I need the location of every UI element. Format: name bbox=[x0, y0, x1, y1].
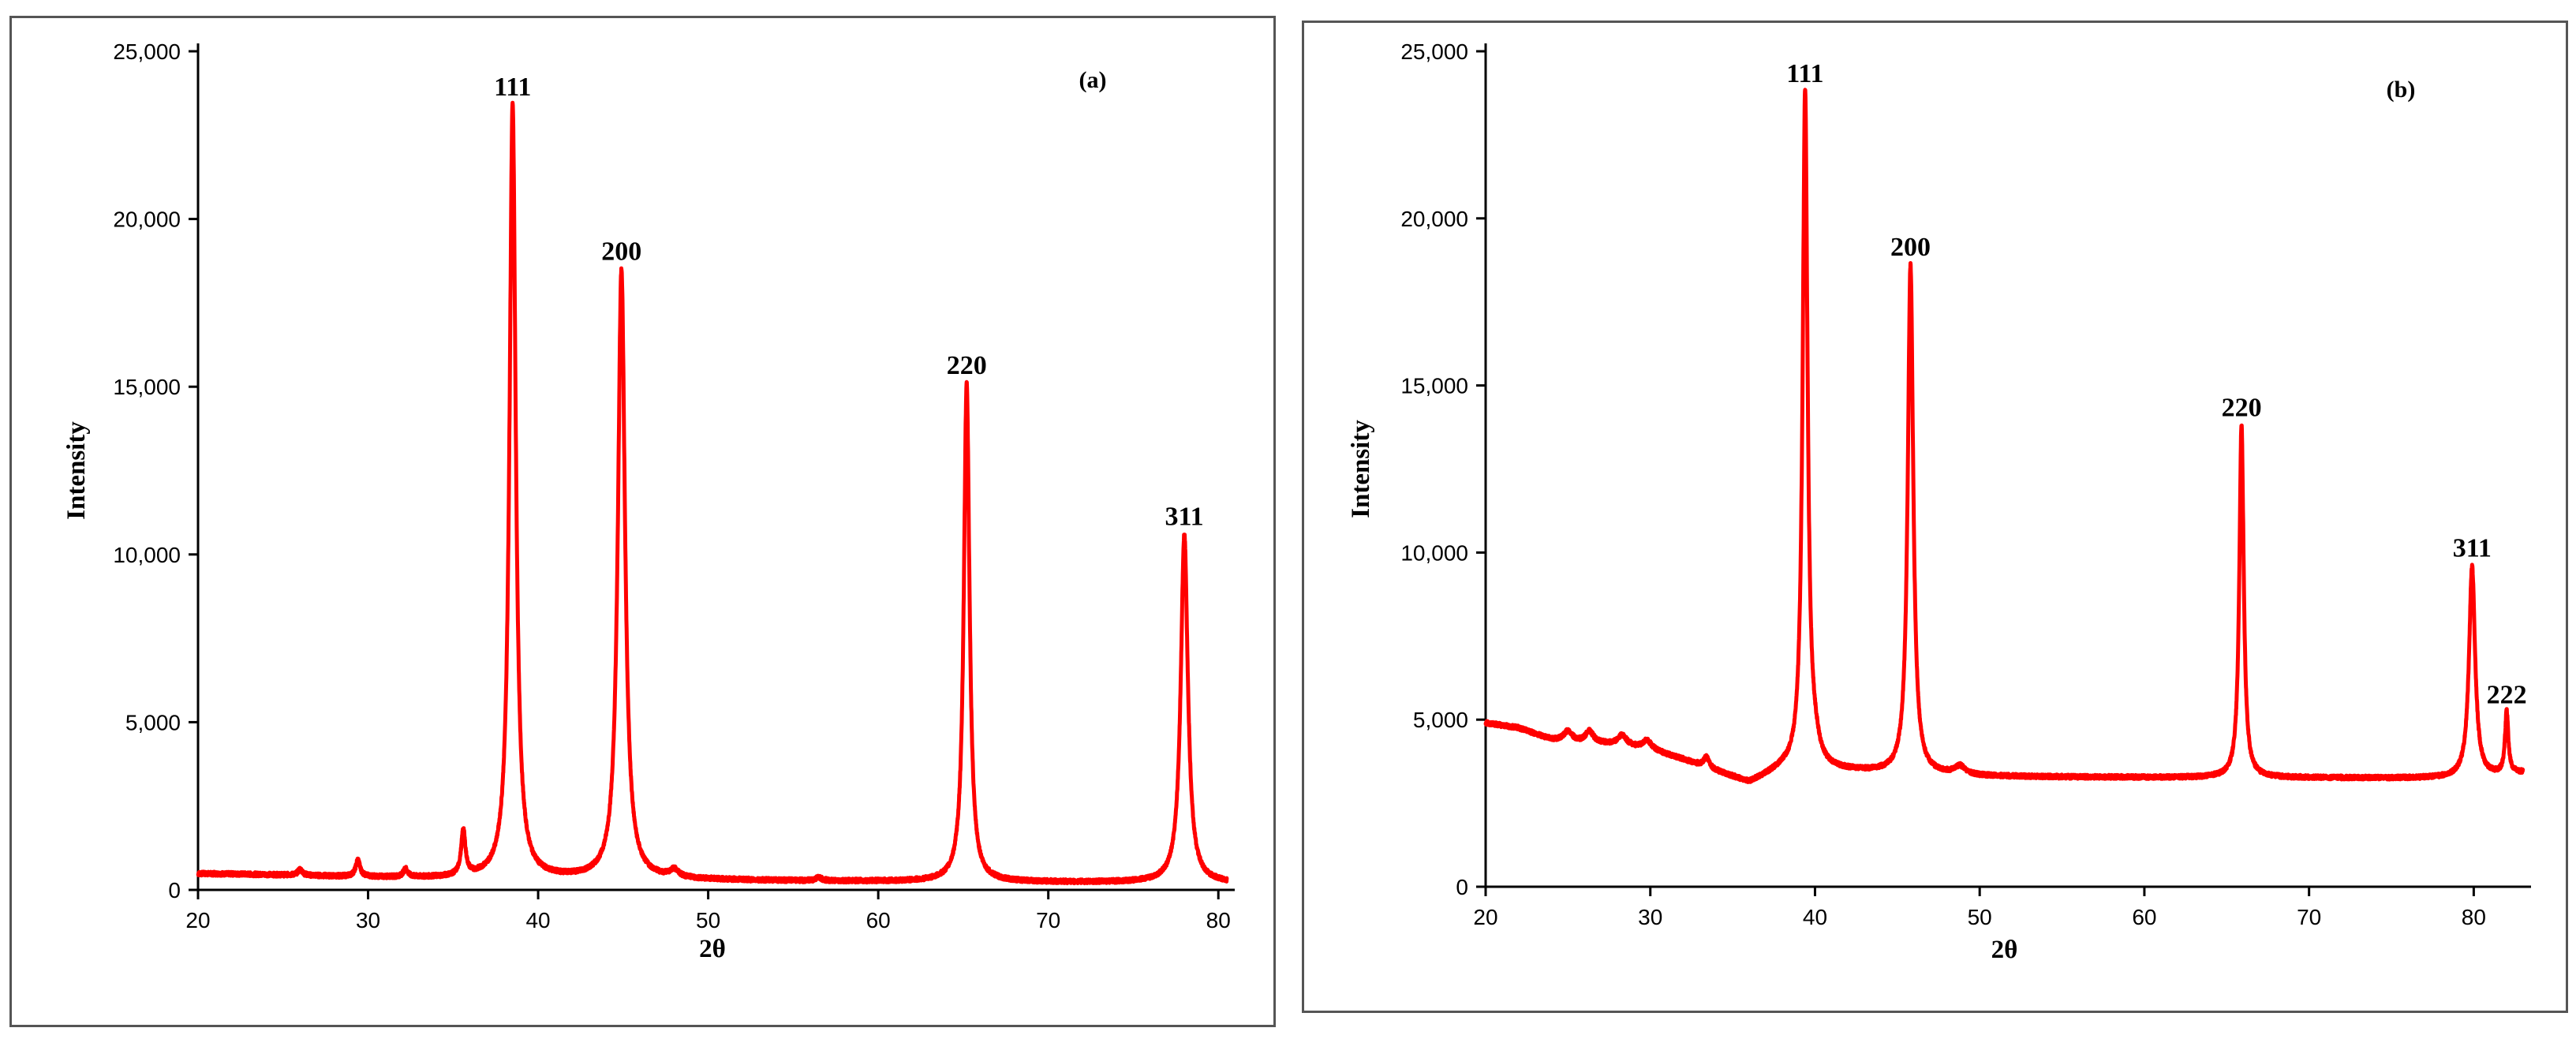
peak-label-220: 220 bbox=[947, 351, 987, 380]
x-tick-label: 40 bbox=[1803, 905, 1827, 929]
x-tick-label: 80 bbox=[2462, 905, 2486, 929]
y-tick-label: 0 bbox=[1456, 875, 1468, 899]
y-axis-title: Intensity bbox=[1347, 420, 1375, 518]
chart-panel-b: 0 5,000 10,000 15,000 20,000 25,000 20 30 40 50 60… bbox=[1302, 21, 2568, 1013]
peak-label-111: 111 bbox=[494, 73, 531, 102]
peak-label-311: 311 bbox=[1165, 502, 1204, 531]
x-tick-label: 80 bbox=[1206, 908, 1231, 932]
x-axis-title: 2θ bbox=[699, 935, 726, 963]
panel-label: (b) bbox=[2387, 77, 2416, 103]
x-tick-label: 20 bbox=[185, 908, 210, 932]
y-tick-label: 25,000 bbox=[1400, 39, 1468, 64]
x-tick-label: 20 bbox=[1473, 905, 1497, 929]
chart-panel-a: 0 5,000 10,000 15,000 20,000 25,000 20 30 40 50 60… bbox=[9, 16, 1276, 1027]
peak-label-220: 220 bbox=[2222, 393, 2262, 422]
peak-label-222: 222 bbox=[2487, 681, 2527, 710]
axes: 0 5,000 10,000 15,000 20,000 25,000 20 30 40 50 60… bbox=[1400, 39, 2531, 929]
peak-label-311: 311 bbox=[2453, 533, 2492, 562]
x-tick-label: 60 bbox=[2132, 905, 2156, 929]
xrd-series-line bbox=[1483, 88, 2526, 784]
y-tick-label: 20,000 bbox=[113, 207, 181, 232]
y-tick-label: 5,000 bbox=[1413, 708, 1468, 732]
x-tick-label: 30 bbox=[1638, 905, 1662, 929]
axes: 0 5,000 10,000 15,000 20,000 25,000 20 30 40 50 60… bbox=[113, 39, 1235, 932]
y-tick-label: 15,000 bbox=[1400, 374, 1468, 398]
x-tick-label: 50 bbox=[1968, 905, 1992, 929]
y-axis-title: Intensity bbox=[62, 421, 91, 520]
y-tick-label: 25,000 bbox=[113, 39, 181, 64]
x-tick-label: 40 bbox=[525, 908, 550, 932]
panel-label: (a) bbox=[1079, 67, 1107, 93]
y-tick-label: 0 bbox=[168, 878, 181, 903]
y-tick-label: 15,000 bbox=[113, 375, 181, 399]
peak-label-200: 200 bbox=[601, 237, 641, 266]
y-tick-label: 5,000 bbox=[125, 710, 181, 734]
chart-a-svg: 0 5,000 10,000 15,000 20,000 25,000 20 30 40 50 60… bbox=[62, 39, 1235, 963]
peak-label-200: 200 bbox=[1890, 233, 1931, 262]
x-tick-label: 50 bbox=[696, 908, 720, 932]
peak-label-111: 111 bbox=[1786, 59, 1823, 88]
x-tick-label: 70 bbox=[2297, 905, 2321, 929]
x-axis-title: 2θ bbox=[1991, 936, 2018, 964]
x-tick-label: 30 bbox=[356, 908, 380, 932]
xrd-series-line bbox=[196, 100, 1229, 886]
chart-b-svg: 0 5,000 10,000 15,000 20,000 25,000 20 30 40 50 60… bbox=[1347, 39, 2531, 964]
y-tick-label: 10,000 bbox=[1400, 540, 1468, 565]
y-tick-label: 10,000 bbox=[113, 543, 181, 567]
x-tick-label: 60 bbox=[866, 908, 891, 932]
y-tick-label: 20,000 bbox=[1400, 207, 1468, 231]
x-tick-label: 70 bbox=[1036, 908, 1060, 932]
